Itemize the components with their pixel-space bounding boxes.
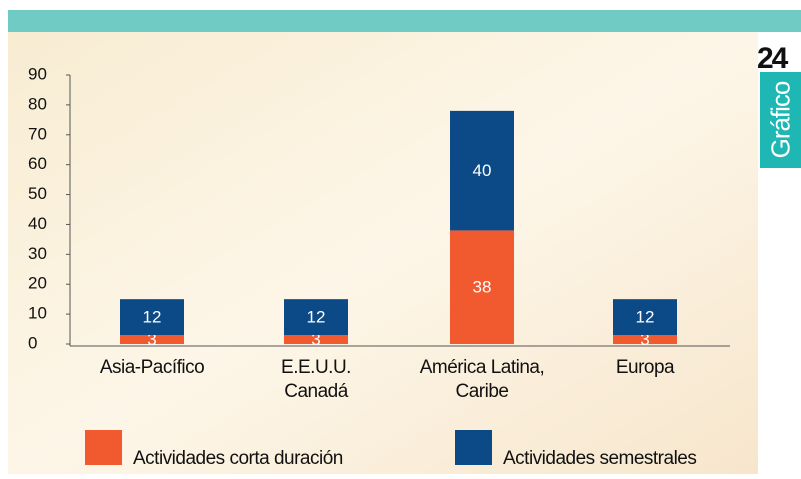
legend-label: Actividades corta duración	[133, 448, 343, 469]
y-tick-label: 30	[28, 244, 47, 263]
y-tick-label: 70	[28, 124, 47, 143]
x-tick-label: Asia-Pacífico	[67, 356, 237, 380]
y-tick-label: 40	[28, 214, 47, 233]
y-tick-label: 80	[28, 94, 47, 113]
x-tick-label: América Latina, Caribe	[397, 356, 567, 404]
badge: Gráfico	[760, 72, 801, 168]
y-tick-label: 50	[28, 184, 47, 203]
y-tick-label: 90	[28, 64, 47, 83]
data-label: 12	[307, 308, 326, 327]
legend-label: Actividades semestrales	[503, 448, 696, 469]
header-band	[8, 10, 801, 32]
data-label: 12	[143, 308, 162, 327]
legend-swatch	[85, 430, 122, 465]
page: 01020304050607080903123123840312Activida…	[0, 0, 801, 479]
data-label: 38	[473, 278, 492, 297]
x-tick-label: E.E.U.U. Canadá	[231, 356, 401, 404]
y-tick-label: 0	[28, 333, 37, 352]
legend-swatch	[455, 430, 492, 465]
data-label: 40	[473, 161, 492, 180]
y-tick-label: 60	[28, 154, 47, 173]
y-tick-label: 10	[28, 304, 47, 323]
y-tick-label: 20	[28, 274, 47, 293]
data-label: 12	[636, 308, 655, 327]
chart: 01020304050607080903123123840312Activida…	[0, 0, 801, 479]
badge-label: Gráfico	[765, 82, 796, 159]
chart-background	[8, 32, 758, 474]
x-tick-label: Europa	[560, 356, 730, 380]
badge-number: 24	[757, 42, 786, 76]
